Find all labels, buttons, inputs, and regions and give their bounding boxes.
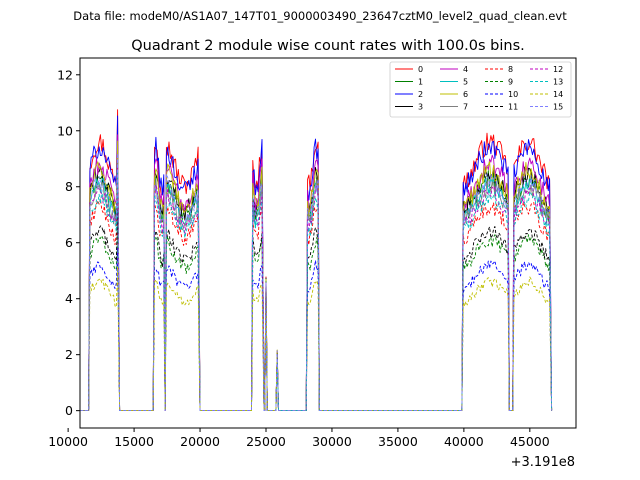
y-tick-label: 10 [57, 123, 73, 138]
legend-box [389, 61, 572, 118]
x-tick-label: 30000 [312, 434, 352, 449]
y-tick-label: 2 [65, 347, 73, 362]
legend-label-9: 9 [508, 78, 513, 87]
figure-suptitle: Data file: modeM0/AS1A07_147T01_90000034… [73, 9, 567, 23]
x-tick-label: 20000 [180, 434, 220, 449]
legend-label-13: 13 [553, 78, 563, 87]
legend-label-11: 11 [508, 103, 518, 112]
chart-title: Quadrant 2 module wise count rates with … [131, 38, 525, 54]
x-tick-label: 40000 [444, 434, 484, 449]
legend-label-5: 5 [463, 78, 468, 87]
legend-label-12: 12 [553, 65, 563, 74]
series-line-13 [80, 171, 553, 412]
x-offset-label: +3.191e8 [511, 455, 575, 470]
y-tick-label: 4 [65, 291, 73, 306]
y-tick-label: 8 [65, 179, 73, 194]
legend-label-6: 6 [463, 90, 468, 99]
x-tick-label: 35000 [378, 434, 418, 449]
x-tick-label: 45000 [510, 434, 550, 449]
legend-label-0: 0 [418, 65, 423, 74]
legend-label-2: 2 [418, 90, 423, 99]
legend-label-15: 15 [553, 103, 563, 112]
legend-label-8: 8 [508, 65, 513, 74]
x-axis: 10000 15000 20000 25000 30000 35000 40000 45000 [48, 428, 550, 449]
x-tick-label: 25000 [246, 434, 286, 449]
y-axis: 0 2 4 6 8 10 12 [57, 67, 80, 418]
series-layer [80, 109, 553, 412]
legend-label-7: 7 [463, 103, 468, 112]
x-tick-label: 15000 [114, 434, 154, 449]
legend-label-1: 1 [418, 78, 423, 87]
y-tick-label: 0 [65, 403, 73, 418]
x-tick-label: 10000 [48, 434, 88, 449]
y-tick-label: 6 [65, 235, 73, 250]
legend-label-4: 4 [463, 65, 468, 74]
series-line-15 [80, 153, 553, 412]
legend-label-10: 10 [508, 90, 518, 99]
y-tick-label: 12 [57, 67, 73, 82]
legend-label-3: 3 [418, 103, 423, 112]
legend-label-14: 14 [553, 90, 563, 99]
series-line-11 [80, 209, 553, 412]
